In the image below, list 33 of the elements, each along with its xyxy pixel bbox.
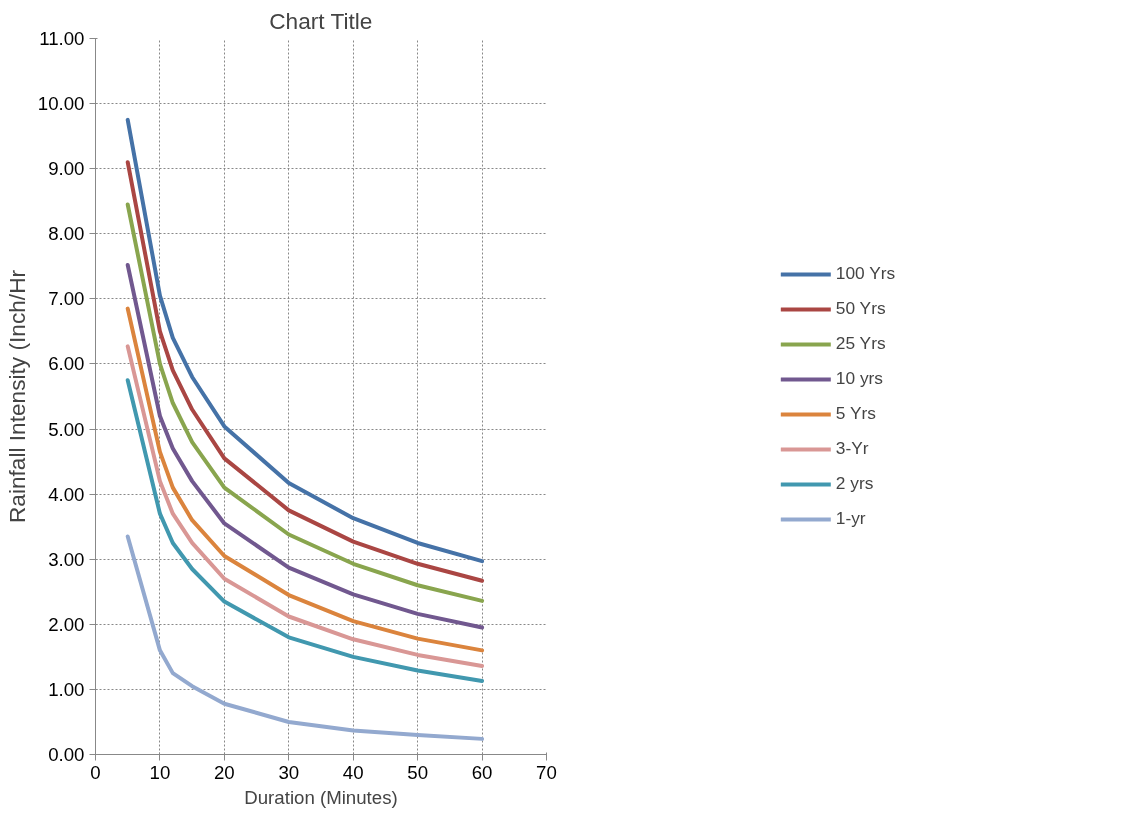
y-tick-label: 10.00: [37, 93, 85, 115]
y-tick-label: 2.00: [48, 613, 85, 635]
x-tick-label: 20: [213, 761, 235, 783]
y-axis-title: Rainfall Intensity (Inch/Hr: [3, 269, 30, 524]
y-tick-label: 5.00: [48, 418, 85, 440]
x-tick-label: 40: [342, 761, 364, 783]
legend-label: 100 Yrs: [835, 263, 896, 284]
y-tick-label: 7.00: [48, 288, 85, 310]
x-tick-label: 0: [90, 761, 101, 783]
x-tick-label: 10: [149, 761, 171, 783]
y-tick-label: 6.00: [48, 353, 85, 375]
legend-label: 50 Yrs: [835, 298, 886, 319]
y-tick-label: 0.00: [48, 744, 85, 765]
y-tick-label: 9.00: [48, 158, 85, 180]
x-axis-title: Duration (Minutes): [244, 786, 398, 808]
line-series: [125, 263, 485, 630]
legend-label: 25 Yrs: [835, 333, 886, 354]
y-tick-label: 11.00: [39, 28, 85, 49]
y-tick-label: 4.00: [48, 483, 85, 505]
legend-label: 10 yrs: [835, 368, 883, 389]
x-tick-label: 70: [536, 761, 557, 783]
chart-title: Chart Title: [269, 7, 373, 34]
x-tick-label: 30: [278, 761, 300, 783]
line-series: [125, 534, 485, 741]
legend-label: 5 Yrs: [835, 403, 876, 424]
y-tick-label: 1.00: [48, 678, 85, 700]
x-tick-label: 60: [471, 761, 493, 783]
legend-label: 2 yrs: [835, 473, 874, 494]
y-tick-label: 8.00: [48, 223, 85, 245]
legend-label: 1-yr: [835, 508, 866, 529]
legend-label: 3-Yr: [835, 438, 869, 459]
x-tick-label: 50: [407, 761, 429, 783]
y-tick-label: 3.00: [48, 548, 85, 570]
